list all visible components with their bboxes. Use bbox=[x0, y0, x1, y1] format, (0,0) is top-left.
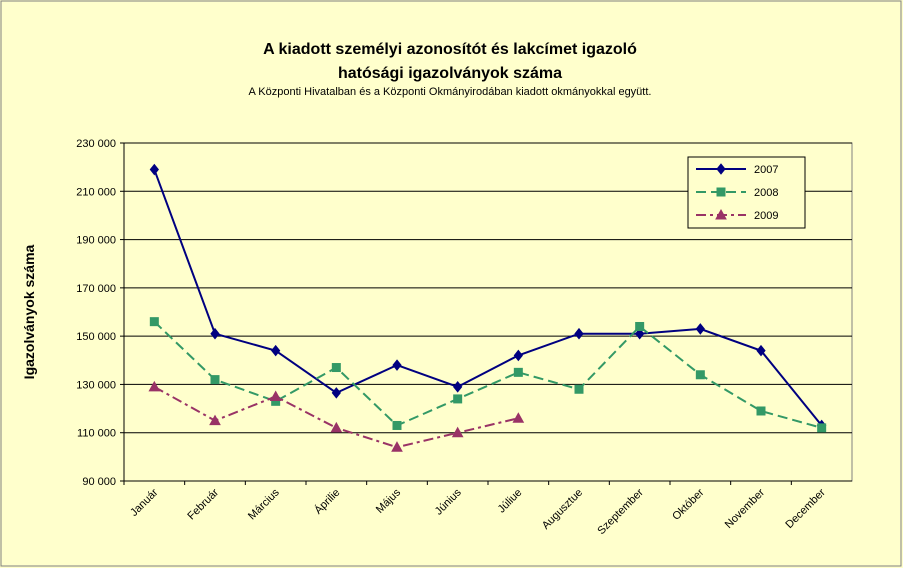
legend-label: 2008 bbox=[754, 187, 778, 199]
marker bbox=[635, 321, 645, 331]
marker bbox=[210, 327, 220, 340]
marker bbox=[148, 380, 161, 392]
y-tick-label: 230 000 bbox=[76, 138, 116, 150]
marker bbox=[331, 387, 341, 399]
marker bbox=[453, 381, 463, 393]
y-axis-label: Igazolványok száma bbox=[21, 244, 37, 379]
y-tick-label: 130 000 bbox=[76, 379, 116, 391]
y-tick-label: 90 000 bbox=[82, 476, 116, 488]
marker bbox=[149, 163, 159, 176]
legend-marker bbox=[716, 187, 726, 197]
marker bbox=[756, 344, 766, 357]
marker bbox=[574, 327, 584, 340]
chart-subtitle: A Központi Hivatalban és a Központi Okmá… bbox=[249, 86, 652, 98]
y-tick-label: 210 000 bbox=[76, 186, 116, 198]
marker bbox=[695, 370, 705, 380]
marker bbox=[271, 344, 281, 357]
marker bbox=[330, 421, 343, 433]
y-tick-label: 170 000 bbox=[76, 283, 116, 295]
marker bbox=[392, 420, 402, 430]
marker bbox=[269, 390, 282, 401]
marker bbox=[392, 359, 402, 371]
series-line bbox=[153, 320, 822, 429]
legend-label: 2009 bbox=[754, 210, 778, 222]
marker bbox=[453, 394, 463, 404]
marker bbox=[209, 414, 221, 426]
marker bbox=[210, 375, 220, 385]
marker bbox=[391, 441, 403, 452]
series-line bbox=[153, 169, 823, 427]
marker bbox=[817, 423, 827, 433]
y-tick-label: 110 000 bbox=[77, 428, 116, 440]
marker bbox=[513, 349, 523, 362]
y-tick-label: 190 000 bbox=[76, 235, 116, 247]
marker bbox=[635, 327, 645, 340]
legend-marker bbox=[716, 163, 726, 175]
marker bbox=[331, 363, 341, 373]
marker bbox=[512, 412, 525, 423]
marker bbox=[574, 384, 584, 394]
chart-title: A kiadott személyi azonosítót és lakcíme… bbox=[263, 41, 637, 58]
marker bbox=[695, 323, 705, 335]
y-tick-label: 150 000 bbox=[76, 331, 116, 343]
marker bbox=[149, 317, 159, 327]
legend-label: 2007 bbox=[754, 164, 778, 176]
chart-title: hatósági igazolványok száma bbox=[338, 65, 562, 82]
legend-marker bbox=[715, 208, 727, 220]
marker bbox=[756, 406, 766, 416]
marker bbox=[451, 426, 464, 438]
marker bbox=[513, 367, 523, 377]
